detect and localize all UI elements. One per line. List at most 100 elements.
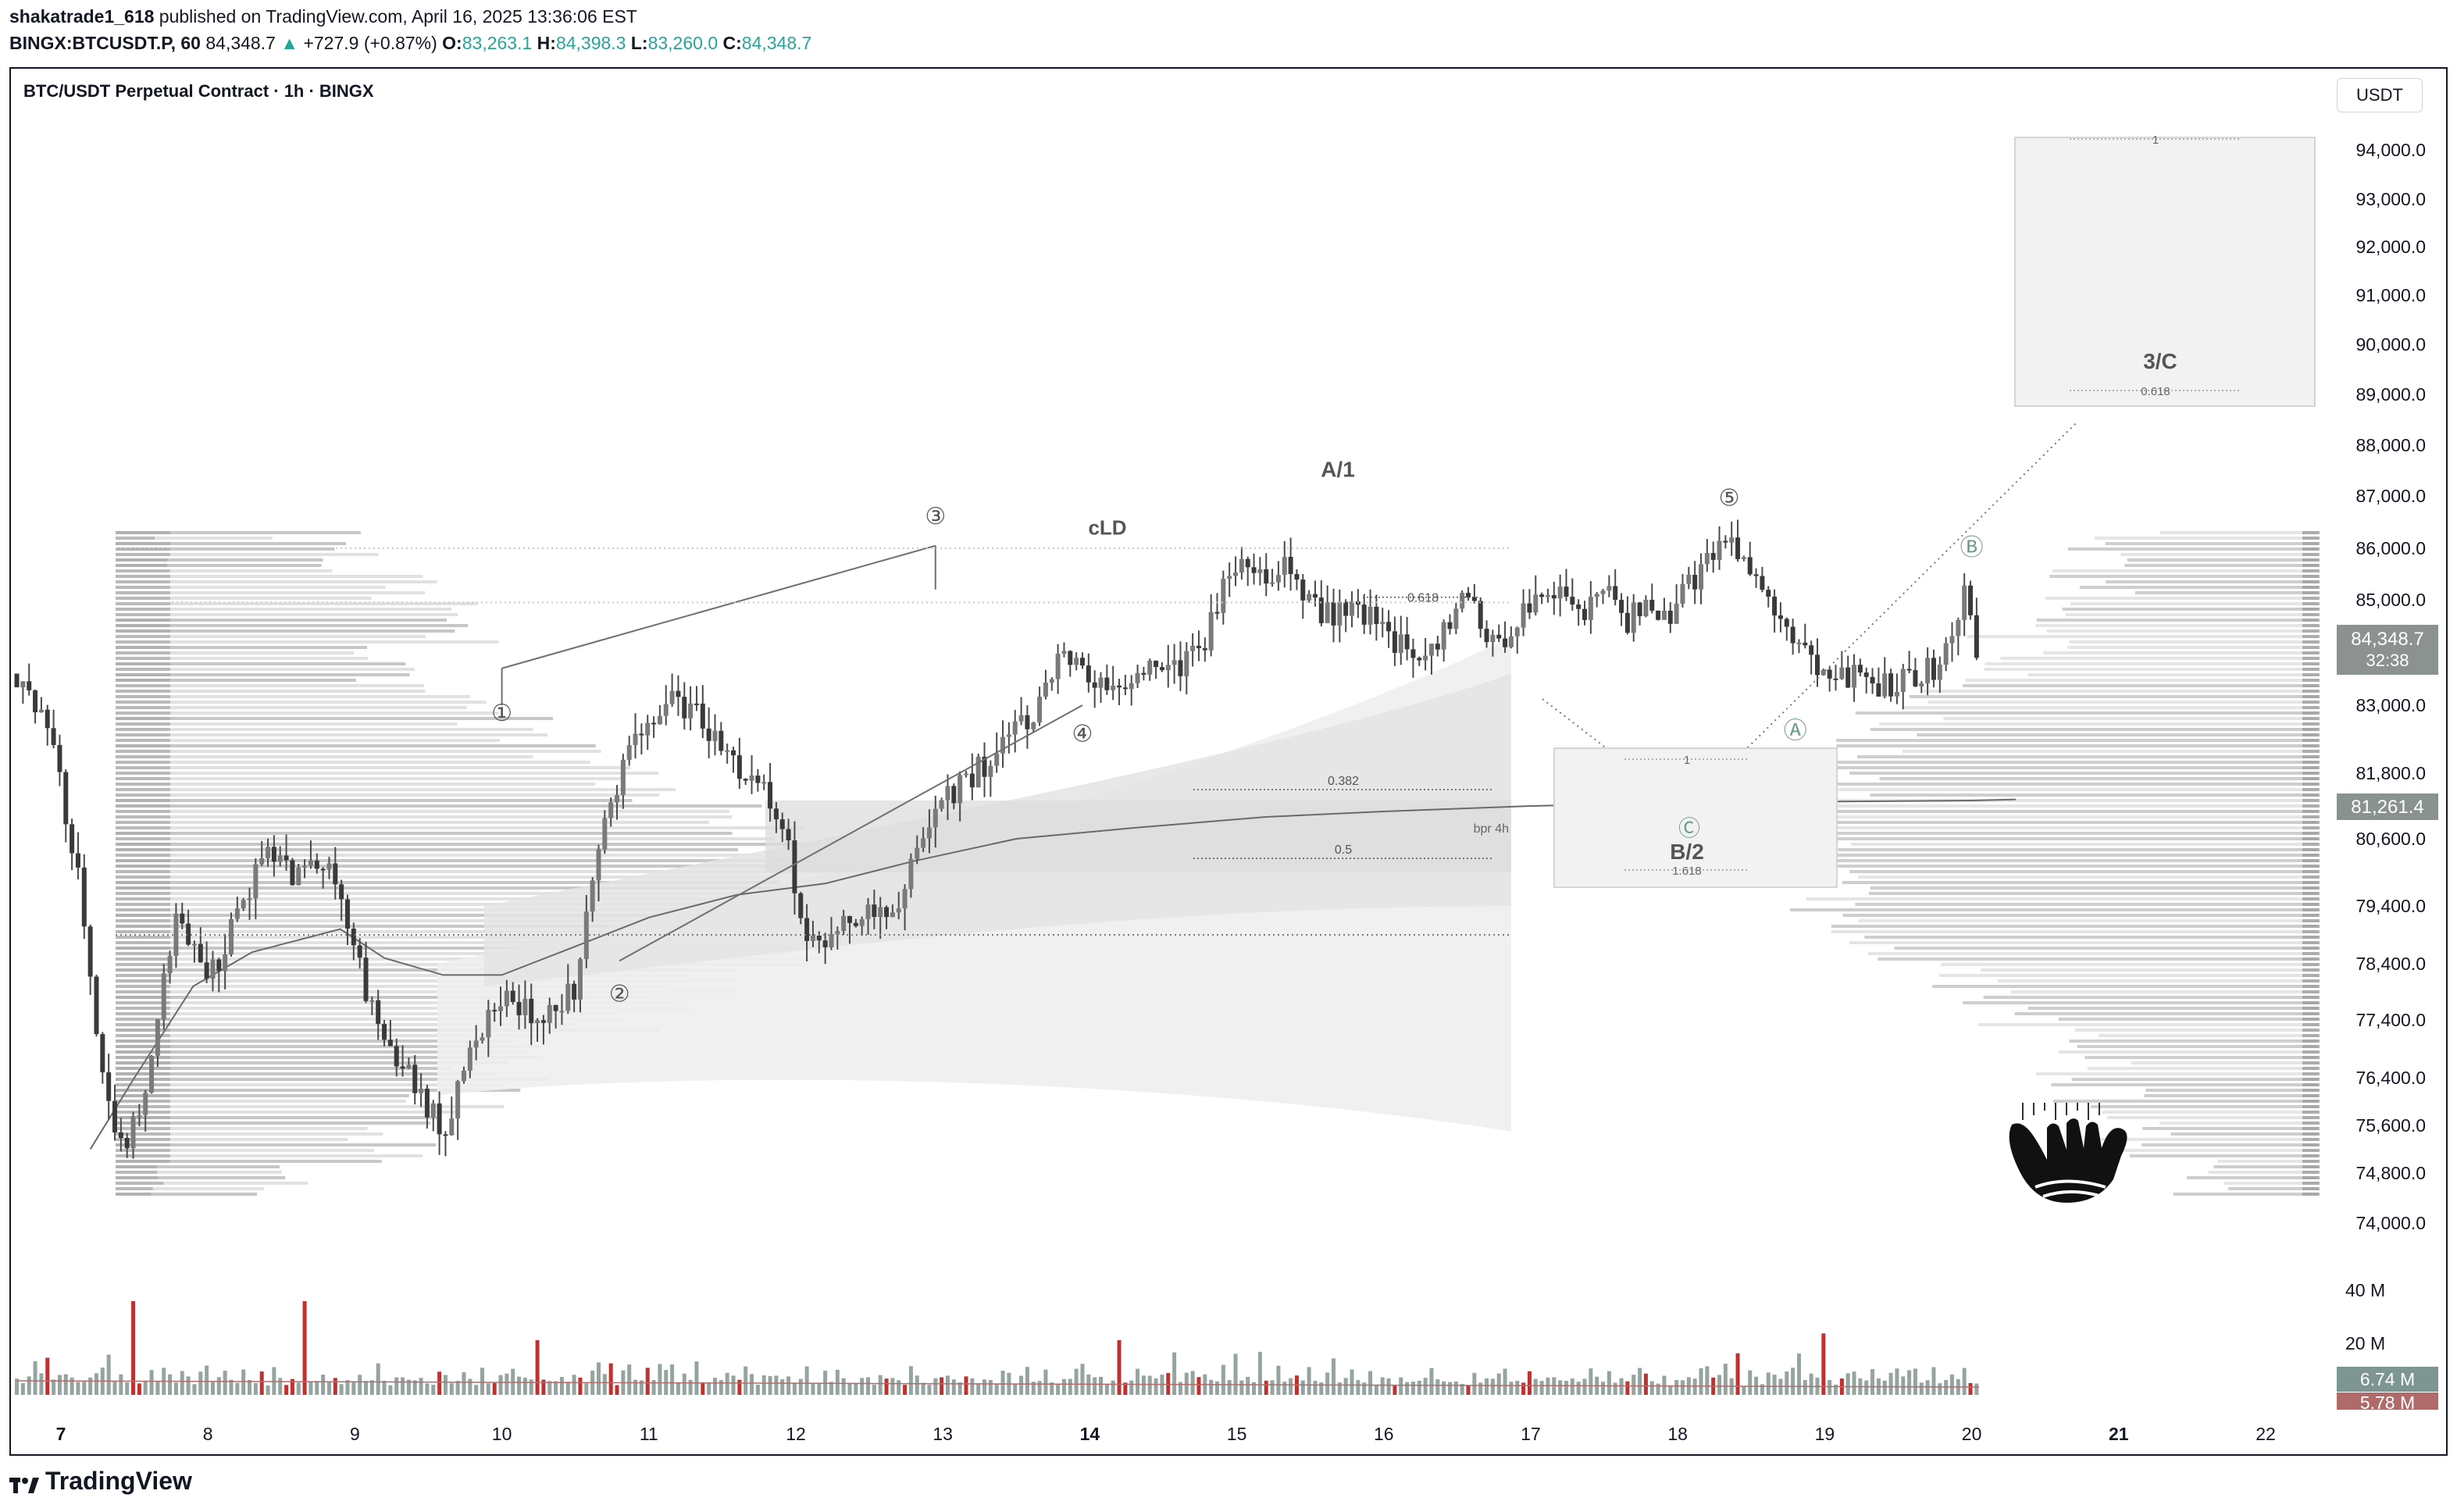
volume-profile-bar [116, 1078, 548, 1081]
candle-body [1275, 575, 1281, 583]
candle-body [1361, 604, 1367, 625]
volume-profile-bar [116, 613, 458, 616]
candle-body [933, 808, 938, 828]
candle-body [1760, 576, 1765, 590]
volume-profile-bar [116, 837, 776, 840]
candle-body [1956, 619, 1961, 637]
tradingview-logo[interactable]: TradingView [9, 1467, 192, 1496]
volume-profile-bar [116, 908, 170, 911]
x-tick-label: 17 [1521, 1424, 1541, 1444]
volume-bar [596, 1362, 601, 1395]
volume-profile-bar [1842, 881, 2318, 884]
volume-profile-bar [2129, 1154, 2318, 1157]
volume-profile-bar [116, 843, 170, 846]
candle-body [572, 983, 577, 1000]
volume-profile-bar [116, 963, 170, 966]
volume-profile-bar [116, 553, 379, 556]
volume-bar [1478, 1382, 1483, 1395]
volume-profile-bar [116, 668, 415, 671]
volume-bar [522, 1378, 527, 1395]
volume-bar [774, 1375, 779, 1395]
volume-bar [1472, 1372, 1477, 1395]
volume-profile-bar [2302, 679, 2320, 682]
shaka-hand-shape [2009, 1118, 2127, 1203]
volume-profile-bar [2302, 717, 2320, 720]
volume-bar [811, 1383, 815, 1395]
volume-profile-bar [116, 629, 170, 633]
volume-profile-bar [116, 1083, 503, 1086]
x-tick-label: 9 [350, 1424, 360, 1444]
volume-bar [1606, 1371, 1611, 1395]
volume-bar [253, 1382, 258, 1395]
y-tick-label: 74,800.0 [2355, 1163, 2426, 1183]
volume-profile-bar [2302, 897, 2320, 900]
candle-body [1331, 602, 1336, 626]
wave-b-label: Ⓑ [1960, 535, 1984, 561]
volume-profile-bar [116, 1007, 170, 1010]
candle-body [1196, 645, 1201, 648]
volume-bar [750, 1374, 754, 1395]
candle-body [657, 715, 662, 725]
volume-profile-bar [116, 586, 386, 589]
volume-bar [63, 1374, 68, 1395]
volume-bar [308, 1382, 313, 1395]
volume-bar [1043, 1369, 1048, 1395]
volume-profile-bar [2070, 602, 2318, 605]
volume-profile-bar [2141, 1143, 2318, 1146]
volume-bar [1276, 1365, 1281, 1395]
volume-bar [1380, 1377, 1385, 1395]
x-tick-label: 20 [1962, 1424, 1982, 1444]
volume-profile-bar [116, 777, 170, 780]
volume-bar [1154, 1378, 1158, 1395]
candle-body [492, 1010, 497, 1012]
volume-profile-bar [2302, 624, 2320, 627]
volume-bar [535, 1340, 540, 1395]
volume-bar [559, 1377, 564, 1395]
candle-body [204, 962, 209, 979]
volume-bar [940, 1377, 944, 1395]
y-tick-label: 74,000.0 [2355, 1213, 2426, 1233]
volume-profile-bar [2213, 1165, 2318, 1168]
volume-profile-bar [2302, 744, 2320, 747]
volume-profile-bar [2302, 1072, 2320, 1075]
volume-profile-bar [116, 947, 841, 950]
candle-body [669, 690, 675, 704]
candle-body [1686, 575, 1692, 584]
volume-profile-bar [2302, 1012, 2320, 1015]
volume-bar [20, 1382, 25, 1395]
volume-profile-bar [2302, 1045, 2320, 1048]
volume-profile-bar [116, 1023, 573, 1026]
candle-body [1435, 644, 1440, 650]
candle-body [792, 840, 797, 893]
volume-profile-bar [116, 793, 170, 797]
volume-profile-bar [1855, 903, 2318, 906]
volume-profile-bar [2084, 1056, 2318, 1059]
volume-profile-bar [116, 1143, 437, 1146]
volume-bar [1888, 1372, 1893, 1395]
wave-5-label: ⑤ [1719, 485, 1740, 511]
candle-body [1790, 626, 1796, 644]
candle-body [1141, 672, 1146, 675]
volume-profile-bar [2302, 1089, 2320, 1092]
candle-body [1606, 586, 1612, 591]
volume-profile-bar [1869, 892, 2318, 895]
volume-profile-bar [2302, 684, 2320, 687]
candle-body [339, 884, 344, 900]
volume-bar [1300, 1380, 1305, 1395]
candle-body [1784, 619, 1789, 627]
open-label: O: [442, 33, 462, 53]
candle-body [1227, 576, 1232, 579]
volume-profile-bar [116, 1160, 170, 1163]
author-name[interactable]: shakatrade1_618 [9, 6, 155, 27]
currency-button[interactable]: USDT [2337, 78, 2423, 112]
volume-profile-bar [116, 1045, 170, 1048]
volume-profile-bar [116, 848, 170, 851]
volume-bar [198, 1371, 203, 1395]
volume-profile-bar [2302, 919, 2320, 922]
volume-profile-bar [116, 1083, 170, 1086]
volume-bar [480, 1368, 485, 1395]
volume-bar [259, 1371, 264, 1395]
volume-profile-bar [116, 701, 487, 704]
volume-profile-bar [1809, 766, 2318, 769]
